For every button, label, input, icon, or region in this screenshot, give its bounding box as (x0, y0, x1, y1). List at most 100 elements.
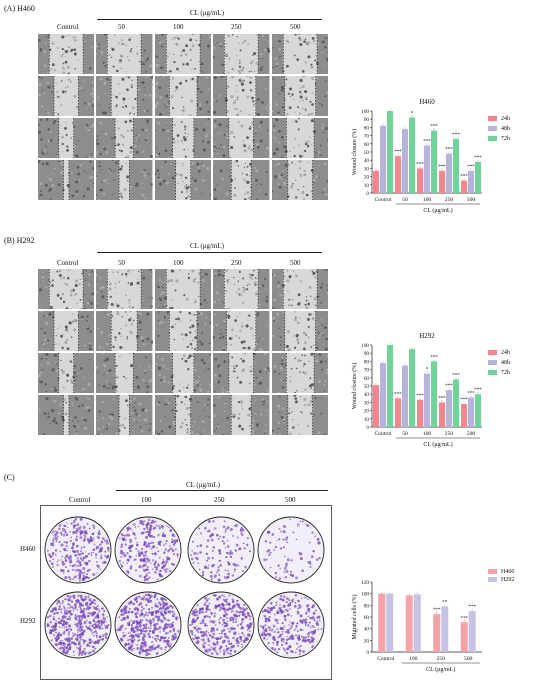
panel-a-micrograph-tile (154, 76, 212, 116)
transwell-dish (187, 516, 255, 584)
bar-72h-500 (475, 394, 481, 427)
y-tick-label: 120 (361, 580, 369, 586)
bar-h292-500 (468, 611, 476, 652)
y-tick-label: 40 (364, 392, 370, 398)
legend-label: 48h (501, 126, 510, 132)
legend-swatch (488, 116, 497, 121)
panel-a-micrograph-tile (96, 34, 153, 74)
significance-label: *** (416, 394, 424, 399)
panel-b-micrograph-tile (271, 395, 328, 435)
panel-a-micrograph-tile (154, 34, 212, 74)
panel-a-col-50: 50 (118, 23, 125, 31)
panel-b-micrograph-tile (154, 269, 212, 309)
x-tick-label: 100 (423, 197, 432, 203)
bar-24h-500 (461, 180, 467, 193)
bar-h292-250 (441, 606, 449, 652)
panel-b-micrograph-tile (271, 269, 328, 309)
bar-72h-250 (453, 379, 459, 427)
y-axis-label: Migrated cells (%) (351, 595, 358, 640)
panel-a-micrograph-tile (271, 34, 328, 74)
y-tick-label: 30 (364, 166, 370, 172)
bar-24h-100 (417, 399, 423, 427)
panel-b-micrograph-tile (213, 269, 270, 309)
transwell-dish (114, 591, 182, 659)
x-tick-label: 250 (445, 197, 454, 203)
significance-label: *** (461, 616, 469, 621)
legend-swatch (488, 370, 497, 375)
legend-label: 24h (501, 116, 510, 122)
panel-b-col-control: Control (57, 259, 79, 267)
significance-label: *** (460, 398, 468, 403)
panel-b-micrograph-tile (96, 353, 153, 393)
panel-c-col-500: 500 (285, 496, 296, 504)
significance-label: *** (430, 355, 438, 360)
panel-c-col-control: Control (69, 496, 91, 504)
bar-48h-500 (468, 397, 474, 427)
bar-72h-100 (431, 130, 437, 193)
panel-b-micrograph-tile (271, 353, 328, 393)
panel-b-micrograph-tile (38, 311, 95, 351)
panel-a-wound-image-grid (38, 34, 328, 200)
panel-a-micrograph-tile (213, 118, 270, 158)
panel-b-header-line (97, 252, 322, 253)
significance-label: *** (452, 133, 460, 138)
significance-label: *** (474, 388, 482, 393)
bar-48h-50 (402, 365, 408, 427)
panel-a-micrograph-tile (154, 118, 212, 158)
legend-label: 24h (501, 350, 510, 356)
y-tick-label: 90 (364, 351, 370, 357)
y-tick-label: 0 (366, 425, 369, 431)
y-tick-label: 20 (364, 175, 370, 181)
bar-24h-250 (439, 170, 445, 193)
bar-72h-100 (431, 361, 437, 427)
significance-label: *** (433, 608, 441, 613)
y-tick-label: 30 (364, 400, 370, 406)
panel-a-col-250: 250 (231, 23, 242, 31)
bar-h292-100 (413, 594, 421, 652)
bar-72h-250 (453, 138, 459, 193)
x-axis-label: CL (μg/mL) (423, 441, 452, 448)
panel-b-micrograph-tile (154, 395, 212, 435)
bar-24h-500 (461, 404, 467, 427)
y-tick-label: 50 (364, 384, 370, 390)
y-tick-label: 50 (364, 150, 370, 156)
transwell-dish (114, 516, 182, 584)
significance-label: *** (467, 391, 475, 396)
panel-b-micrograph-tile (96, 395, 153, 435)
bar-24h-250 (439, 402, 445, 427)
significance-label: ** (442, 601, 448, 606)
legend-swatch (488, 126, 497, 131)
panel-b-micrograph-tile (96, 269, 153, 309)
y-tick-label: 100 (361, 343, 369, 349)
y-tick-label: 0 (366, 650, 369, 656)
y-tick-label: 80 (364, 359, 370, 365)
transwell-dish (187, 591, 255, 659)
transwell-dish (44, 516, 112, 584)
transwell-dish (257, 591, 325, 659)
legend-swatch (488, 577, 497, 582)
transwell-dish (44, 591, 112, 659)
y-tick-label: 90 (364, 117, 370, 123)
panel-a-col-500: 500 (290, 23, 301, 31)
y-tick-label: 60 (364, 376, 370, 382)
bar-72h-control (387, 345, 393, 427)
bar-h292-control (386, 593, 394, 652)
panel-a-micrograph-tile (96, 160, 153, 200)
significance-label: *** (467, 165, 475, 170)
y-tick-label: 40 (364, 627, 370, 633)
bar-48h-250 (446, 390, 452, 427)
x-tick-label: 250 (445, 431, 454, 437)
significance-label: *** (438, 396, 446, 401)
y-tick-label: 10 (364, 417, 370, 423)
panel-a-micrograph-tile (96, 76, 153, 116)
legend-swatch (488, 360, 497, 365)
panel-c-conc-header: CL (μg/mL) (186, 481, 221, 489)
bar-48h-100 (424, 145, 430, 193)
x-tick-label: 100 (409, 656, 418, 662)
bar-72h-50 (409, 349, 415, 427)
panel-b-micrograph-tile (213, 311, 270, 351)
panel-a-micrograph-tile (38, 118, 95, 158)
y-tick-label: 60 (364, 142, 370, 148)
x-tick-label: 500 (464, 656, 473, 662)
panel-b-col-250: 250 (231, 259, 242, 267)
